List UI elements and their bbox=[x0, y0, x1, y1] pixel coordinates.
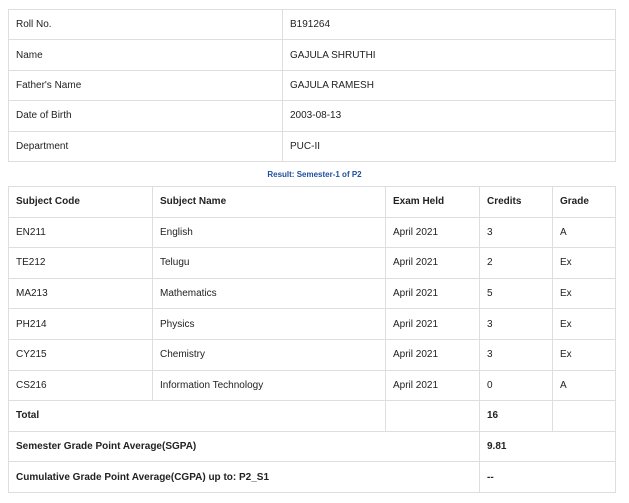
credits: 3 bbox=[479, 216, 553, 249]
subject-name: Information Technology bbox=[152, 369, 386, 402]
exam-held: April 2021 bbox=[385, 216, 480, 249]
subject-name: Mathematics bbox=[152, 277, 386, 310]
grade: Ex bbox=[552, 308, 616, 340]
subject-name: Telugu bbox=[152, 247, 386, 279]
subject-code: MA213 bbox=[8, 277, 153, 310]
credits: 5 bbox=[479, 277, 553, 310]
subject-code: TE212 bbox=[8, 247, 153, 279]
credits: 0 bbox=[479, 369, 553, 402]
table-row: MA213 Mathematics April 2021 5 Ex bbox=[8, 277, 616, 310]
credits: 2 bbox=[479, 247, 553, 279]
sgpa-row: Semester Grade Point Average(SGPA) 9.81 bbox=[8, 430, 616, 463]
grade: Ex bbox=[552, 277, 616, 310]
info-value: B191264 bbox=[282, 8, 616, 41]
info-row: Name GAJULA SHRUTHI bbox=[8, 39, 616, 71]
column-header: Subject Name bbox=[152, 186, 386, 218]
result-caption: Result: Semester-1 of P2 bbox=[267, 170, 362, 179]
subject-name: English bbox=[152, 216, 386, 249]
cgpa-value: -- bbox=[479, 461, 616, 493]
exam-held: April 2021 bbox=[385, 369, 480, 402]
total-empty bbox=[552, 400, 616, 432]
exam-held: April 2021 bbox=[385, 338, 480, 371]
info-label: Department bbox=[8, 130, 283, 162]
results-header-row: Subject Code Subject Name Exam Held Credits… bbox=[8, 186, 616, 218]
exam-held: April 2021 bbox=[385, 308, 480, 340]
info-row: Date of Birth 2003-08-13 bbox=[8, 100, 616, 132]
sgpa-label: Semester Grade Point Average(SGPA) bbox=[8, 430, 480, 463]
total-empty bbox=[385, 400, 480, 432]
sgpa-value: 9.81 bbox=[479, 430, 616, 463]
info-label: Date of Birth bbox=[8, 100, 283, 132]
subject-code: CS216 bbox=[8, 369, 153, 402]
table-row: PH214 Physics April 2021 3 Ex bbox=[8, 308, 616, 340]
info-row: Department PUC-II bbox=[8, 130, 616, 162]
table-row: EN211 English April 2021 3 A bbox=[8, 216, 616, 249]
info-row: Roll No. B191264 bbox=[8, 8, 616, 41]
grade: Ex bbox=[552, 247, 616, 279]
info-value: GAJULA RAMESH bbox=[282, 69, 616, 102]
results-table: Subject Code Subject Name Exam Held Credits… bbox=[8, 186, 616, 493]
info-value: GAJULA SHRUTHI bbox=[282, 39, 616, 71]
column-header: Subject Code bbox=[8, 186, 153, 218]
credits: 3 bbox=[479, 338, 553, 371]
info-value: 2003-08-13 bbox=[282, 100, 616, 132]
cgpa-label: Cumulative Grade Point Average(CGPA) up … bbox=[8, 461, 480, 493]
exam-held: April 2021 bbox=[385, 247, 480, 279]
table-row: CY215 Chemistry April 2021 3 Ex bbox=[8, 338, 616, 371]
subject-name: Physics bbox=[152, 308, 386, 340]
table-row: TE212 Telugu April 2021 2 Ex bbox=[8, 247, 616, 279]
info-label: Roll No. bbox=[8, 8, 283, 41]
subject-name: Chemistry bbox=[152, 338, 386, 371]
credits: 3 bbox=[479, 308, 553, 340]
column-header: Credits bbox=[479, 186, 553, 218]
total-credits: 16 bbox=[479, 400, 553, 432]
subject-code: CY215 bbox=[8, 338, 153, 371]
exam-held: April 2021 bbox=[385, 277, 480, 310]
total-label: Total bbox=[8, 400, 386, 432]
cgpa-row: Cumulative Grade Point Average(CGPA) up … bbox=[8, 461, 616, 493]
column-header: Exam Held bbox=[385, 186, 480, 218]
table-row: CS216 Information Technology April 2021 0 A bbox=[8, 369, 616, 402]
column-header: Grade bbox=[552, 186, 616, 218]
grade: A bbox=[552, 369, 616, 402]
total-row: Total 16 bbox=[8, 400, 616, 432]
info-value: PUC-II bbox=[282, 130, 616, 162]
grade: A bbox=[552, 216, 616, 249]
grade: Ex bbox=[552, 338, 616, 371]
subject-code: EN211 bbox=[8, 216, 153, 249]
subject-code: PH214 bbox=[8, 308, 153, 340]
info-row: Father's Name GAJULA RAMESH bbox=[8, 69, 616, 102]
info-label: Name bbox=[8, 39, 283, 71]
student-info-table: Roll No. B191264 Name GAJULA SHRUTHI Father'… bbox=[8, 8, 616, 162]
info-label: Father's Name bbox=[8, 69, 283, 102]
